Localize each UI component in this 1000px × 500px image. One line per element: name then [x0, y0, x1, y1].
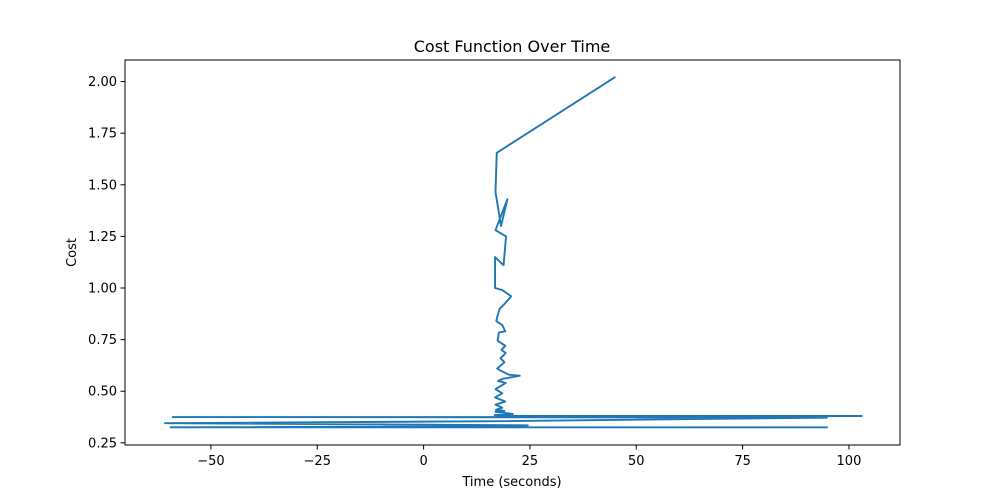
chart-title: Cost Function Over Time: [414, 37, 611, 56]
axes-frame: [124, 59, 901, 446]
x-tick-label: 50: [628, 454, 645, 469]
y-tick-label: 0.50: [88, 385, 117, 400]
y-tick-label: 2.00: [88, 75, 117, 90]
x-tick-label: 25: [522, 454, 539, 469]
y-axis-ticks: 0.25 0.50 0.75 1.00 1.25 1.50 1.75 2.00: [88, 75, 125, 451]
y-tick-label: 1.50: [88, 178, 117, 193]
x-axis-ticks: −50 −25 0 25 50 75 100: [197, 445, 861, 469]
x-tick-label: 100: [837, 454, 862, 469]
y-tick-label: 0.25: [88, 436, 117, 451]
series-line-cost: [164, 76, 863, 429]
y-tick-label: 1.75: [88, 127, 117, 142]
plot-area: [164, 76, 863, 429]
x-tick-label: 0: [419, 454, 427, 469]
x-tick-label: 75: [734, 454, 751, 469]
x-axis-label: Time (seconds): [461, 475, 561, 490]
x-tick-label: −50: [197, 454, 224, 469]
y-tick-label: 1.00: [88, 282, 117, 297]
x-tick-label: −25: [304, 454, 331, 469]
y-axis-label: Cost: [65, 238, 80, 267]
y-tick-label: 1.25: [88, 230, 117, 245]
y-tick-label: 0.75: [88, 333, 117, 348]
